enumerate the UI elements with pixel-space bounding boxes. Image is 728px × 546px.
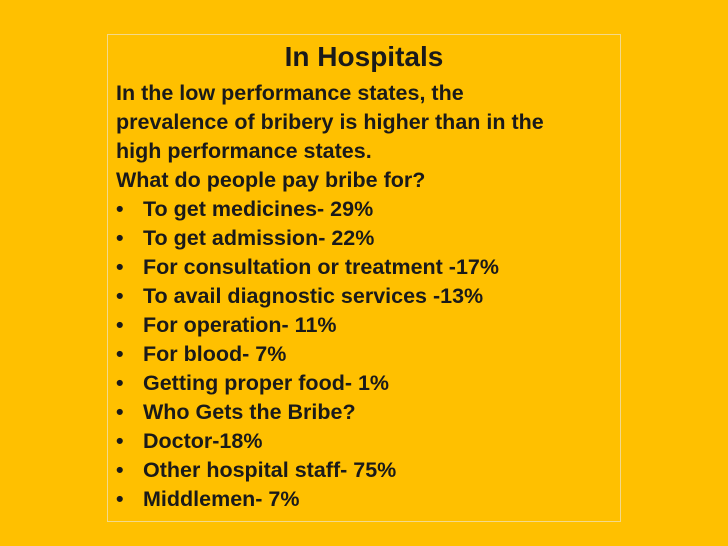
bullet-item-consultation: • For consultation or treatment -17% — [116, 253, 616, 282]
bullet-text: For blood- 7% — [143, 342, 287, 366]
bullet-icon: • — [116, 487, 124, 511]
bullet-item-middlemen: • Middlemen- 7% — [116, 485, 616, 514]
bullet-item-medicines: • To get medicines- 29% — [116, 195, 616, 224]
bullet-text: To get admission- 22% — [143, 226, 375, 250]
intro-line: high performance states. — [116, 139, 372, 163]
bullet-text: Who Gets the Bribe? — [143, 400, 356, 424]
bullet-text: Getting proper food- 1% — [143, 371, 390, 395]
bullet-icon: • — [116, 255, 124, 279]
bullet-icon: • — [116, 284, 124, 308]
slide-frame — [107, 34, 621, 522]
bullet-item-doctor: • Doctor-18% — [116, 427, 616, 456]
bullet-text: To get medicines- 29% — [143, 197, 374, 221]
bullet-icon: • — [116, 400, 124, 424]
bullet-text: Middlemen- 7% — [143, 487, 300, 511]
bullet-item-food: • Getting proper food- 1% — [116, 369, 616, 398]
bullet-text: Other hospital staff- 75% — [143, 458, 397, 482]
intro-question: What do people pay bribe for? — [116, 168, 426, 192]
bullet-icon: • — [116, 458, 124, 482]
bullet-icon: • — [116, 226, 124, 250]
bullet-icon: • — [116, 371, 124, 395]
bullet-item-operation: • For operation- 11% — [116, 311, 616, 340]
intro-line: In the low performance states, the — [116, 81, 464, 105]
bullet-text: For consultation or treatment -17% — [143, 255, 499, 279]
bullet-item-who-gets-bribe: • Who Gets the Bribe? — [116, 398, 616, 427]
bullet-text: Doctor-18% — [143, 429, 263, 453]
bullet-item-admission: • To get admission- 22% — [116, 224, 616, 253]
slide-title: In Hospitals — [284, 41, 444, 72]
bullet-item-hospital-staff: • Other hospital staff- 75% — [116, 456, 616, 485]
bullet-text: For operation- 11% — [143, 313, 337, 337]
intro-line: prevalence of bribery is higher than in … — [116, 110, 544, 134]
intro-text: In the low performance states, the preva… — [116, 79, 616, 195]
bullet-icon: • — [116, 429, 124, 453]
bullet-text: To avail diagnostic services -13% — [143, 284, 484, 308]
bullet-item-diagnostic: • To avail diagnostic services -13% — [116, 282, 616, 311]
bullet-item-blood: • For blood- 7% — [116, 340, 616, 369]
bullet-icon: • — [116, 197, 124, 221]
bullet-list: • To get medicines- 29% • To get admission… — [116, 195, 616, 514]
bullet-icon: • — [116, 342, 124, 366]
bullet-icon: • — [116, 313, 124, 337]
